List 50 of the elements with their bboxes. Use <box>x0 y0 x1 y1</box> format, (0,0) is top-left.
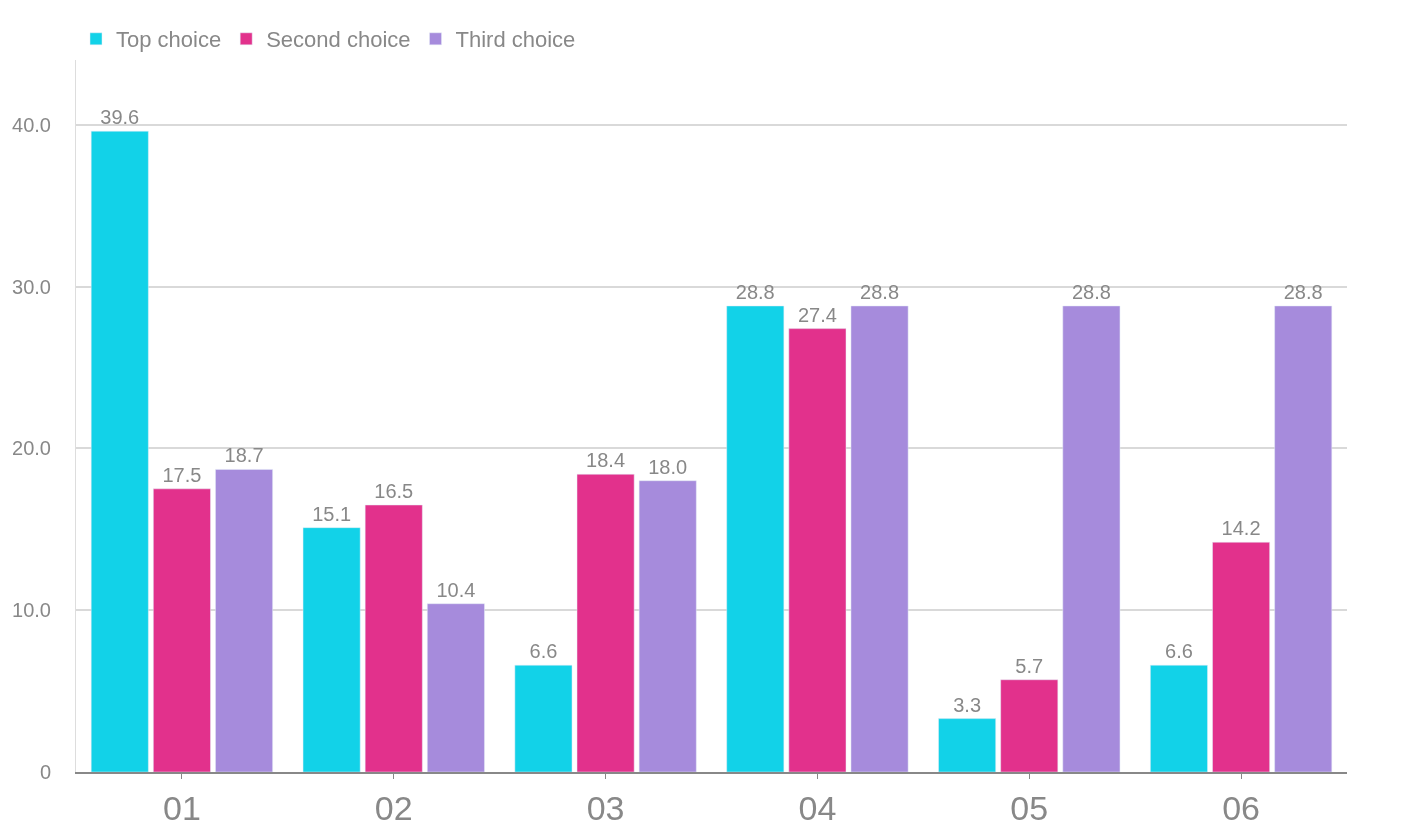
data-label: 28.8 <box>1071 280 1111 303</box>
bar <box>638 480 697 772</box>
data-label: 18.4 <box>586 449 626 472</box>
data-label: 6.6 <box>1165 640 1193 663</box>
data-label: 18.7 <box>224 444 264 467</box>
x-tick-label: 03 <box>586 788 625 827</box>
data-label: 27.4 <box>797 303 837 326</box>
data-label: 5.7 <box>1015 654 1044 677</box>
bar <box>788 328 847 772</box>
bar <box>153 488 211 772</box>
data-label: 14.2 <box>1221 517 1261 540</box>
y-tick-label: 0 <box>39 761 51 783</box>
data-label: 18.0 <box>648 455 688 478</box>
x-tick-label: 04 <box>798 788 837 827</box>
data-label: 28.8 <box>1283 280 1323 303</box>
legend-label: Third choice <box>455 27 576 53</box>
bar <box>215 469 273 772</box>
legend-label: Second choice <box>266 27 411 53</box>
bar <box>427 603 485 772</box>
data-label: 15.1 <box>312 502 352 525</box>
bar <box>1062 305 1121 772</box>
y-tick-label: 20.0 <box>12 437 51 460</box>
x-tick-label: 01 <box>163 788 201 827</box>
y-tick-label: 10.0 <box>12 599 51 622</box>
bar <box>938 718 996 772</box>
bar <box>1150 664 1208 772</box>
bar <box>514 664 573 772</box>
y-tick-label: 30.0 <box>12 275 51 298</box>
data-label: 6.6 <box>529 640 558 663</box>
data-label: 39.6 <box>100 106 140 129</box>
x-tick-label: 02 <box>374 788 413 827</box>
data-label: 16.5 <box>374 480 414 502</box>
data-label: 28.8 <box>735 280 775 303</box>
x-tick-label: 05 <box>1010 788 1049 827</box>
legend-label: Top choice <box>116 27 222 53</box>
bar <box>364 504 423 772</box>
bar <box>1000 679 1059 772</box>
data-label: 10.4 <box>436 578 476 601</box>
data-label: 3.3 <box>953 693 982 716</box>
bar <box>302 527 361 772</box>
data-label: 17.5 <box>162 463 202 486</box>
bar <box>1274 305 1333 772</box>
bar <box>90 130 149 772</box>
bar <box>576 474 635 772</box>
bar <box>726 305 785 772</box>
x-tick-label: 06 <box>1222 788 1260 827</box>
data-label: 28.8 <box>860 280 900 303</box>
bar <box>850 305 909 772</box>
y-tick-label: 40.0 <box>12 113 51 136</box>
bar <box>1212 541 1270 772</box>
